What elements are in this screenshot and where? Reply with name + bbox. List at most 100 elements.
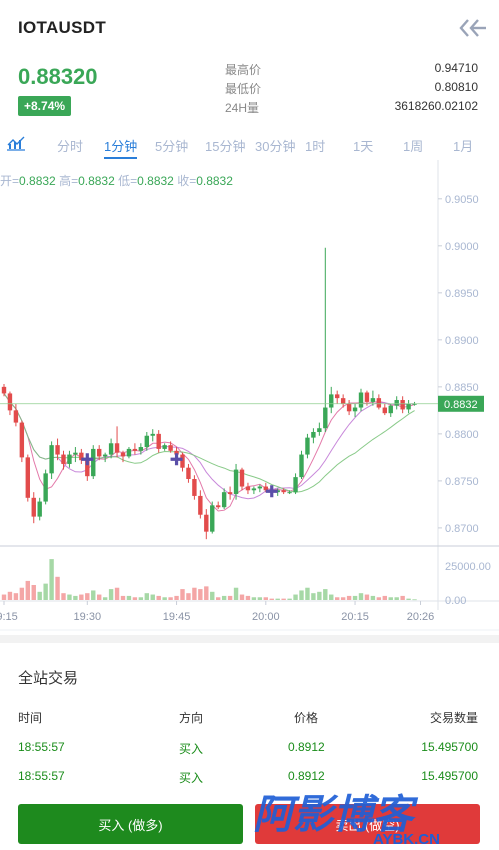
volume-bar bbox=[73, 595, 78, 600]
volume-bar bbox=[293, 594, 298, 600]
candle-body bbox=[102, 454, 108, 457]
volume-bar bbox=[162, 597, 167, 600]
volume-bar bbox=[216, 597, 221, 600]
volume-bar bbox=[61, 593, 66, 600]
volume-bar bbox=[19, 587, 25, 600]
candle-body bbox=[370, 398, 376, 402]
sell-short-button[interactable]: 卖出 (做空) bbox=[255, 804, 480, 844]
candle-body bbox=[144, 435, 149, 448]
volume-bar bbox=[281, 598, 286, 600]
tab-1min[interactable]: 1分钟 bbox=[104, 136, 138, 159]
volume-bar bbox=[364, 594, 370, 600]
candle-body bbox=[91, 448, 96, 477]
candle-body bbox=[293, 477, 298, 493]
volume-bar bbox=[299, 590, 304, 600]
stat-low-value: 0.80810 bbox=[434, 80, 478, 94]
candlestick-chart-icon[interactable] bbox=[6, 135, 26, 151]
trades-header-amount: 交易数量 bbox=[429, 711, 478, 725]
candle-body bbox=[394, 400, 399, 406]
ohlc-low: 0.8832 bbox=[137, 174, 174, 188]
volume-bar bbox=[263, 597, 268, 600]
volume-bar bbox=[7, 591, 13, 600]
ohlc-readout: 开=0.8832 高=0.8832 低=0.8832 收=0.8832 bbox=[0, 172, 233, 189]
candle-body bbox=[31, 497, 36, 517]
volume-bar bbox=[114, 587, 120, 600]
stat-volume-value: 3618260.02102 bbox=[394, 99, 478, 113]
trade-row-price: 0.8912 bbox=[288, 740, 325, 754]
candle-body bbox=[108, 443, 114, 455]
candle-body bbox=[150, 433, 155, 436]
price-tick-label: 0.8750 bbox=[445, 476, 479, 488]
volume-bar bbox=[287, 598, 292, 600]
trades-header-time: 时间 bbox=[18, 711, 43, 725]
volume-bar bbox=[156, 595, 161, 600]
candle-body bbox=[388, 405, 393, 414]
volume-bar bbox=[102, 597, 108, 600]
candle-body bbox=[406, 403, 411, 410]
volume-bar bbox=[406, 598, 411, 600]
double-chevron-left-icon[interactable] bbox=[458, 16, 488, 40]
volume-bar bbox=[251, 597, 257, 600]
volume-bar bbox=[412, 599, 417, 601]
ma20-line bbox=[3, 393, 415, 493]
volume-bar bbox=[31, 585, 36, 600]
candle-body bbox=[287, 492, 292, 494]
candle-body bbox=[186, 467, 191, 480]
trade-row-direction: 买入 bbox=[179, 742, 204, 756]
volume-bar bbox=[13, 593, 19, 600]
volume-bar bbox=[144, 593, 149, 600]
candle-body bbox=[346, 403, 352, 412]
candle-body bbox=[61, 454, 66, 464]
candle-body bbox=[174, 450, 179, 455]
volume-tick-label: 0.00 bbox=[445, 595, 466, 607]
tab-15min[interactable]: 15分钟 bbox=[205, 139, 246, 154]
candle-body bbox=[73, 452, 78, 455]
ohlc-close-label: 收= bbox=[177, 174, 197, 188]
volume-bar bbox=[174, 595, 179, 600]
candle-body bbox=[233, 469, 239, 495]
current-price-label: 0.8832 bbox=[444, 399, 478, 411]
volume-bar bbox=[79, 594, 84, 600]
volume-bar bbox=[370, 595, 376, 600]
trade-row-time: 18:55:57 bbox=[18, 740, 65, 754]
ohlc-open-label: 开= bbox=[0, 174, 20, 188]
tab-1week[interactable]: 1周 bbox=[403, 139, 424, 154]
time-tick-label: 19:15 bbox=[0, 611, 18, 623]
candle-body bbox=[114, 443, 120, 453]
price-tick-label: 0.8900 bbox=[445, 335, 479, 347]
tab-1month[interactable]: 1月 bbox=[453, 139, 474, 154]
tab-30min[interactable]: 30分钟 bbox=[255, 139, 296, 154]
trade-marker-icon bbox=[81, 453, 94, 466]
volume-bar bbox=[85, 593, 90, 600]
volume-bar bbox=[245, 595, 251, 600]
volume-bar bbox=[358, 593, 364, 600]
candle-body bbox=[263, 486, 268, 491]
candle-body bbox=[55, 445, 60, 455]
buy-long-button[interactable]: 买入 (做多) bbox=[18, 804, 243, 844]
volume-bar bbox=[37, 591, 42, 600]
volume-bar bbox=[204, 586, 209, 600]
tab-5min[interactable]: 5分钟 bbox=[155, 139, 189, 154]
ohlc-high: 0.8832 bbox=[78, 174, 115, 188]
volume-bar bbox=[210, 591, 215, 600]
trades-header-direction: 方向 bbox=[179, 711, 204, 725]
volume-bar bbox=[323, 589, 328, 600]
candle-body bbox=[168, 445, 173, 451]
volume-bar bbox=[352, 595, 358, 600]
volume-bar bbox=[311, 593, 316, 600]
trades-title: 全站交易 bbox=[18, 670, 79, 687]
trade-marker-icon bbox=[170, 453, 183, 466]
tab-time-share[interactable]: 分时 bbox=[57, 139, 84, 154]
volume-bar bbox=[346, 595, 352, 600]
watermark-logo: 阿影博客 AYBK.CN bbox=[253, 792, 440, 848]
tab-1hour[interactable]: 1时 bbox=[305, 139, 326, 154]
tab-1day[interactable]: 1天 bbox=[353, 139, 374, 154]
kline-chart[interactable]: 0.9050 0.9000 0.8950 0.8900 0.8850 0.8800 0.87… bbox=[0, 160, 499, 632]
candle-body bbox=[204, 514, 209, 532]
candle-body bbox=[138, 447, 144, 451]
volume-bar bbox=[1, 594, 7, 600]
volume-bar bbox=[394, 597, 399, 600]
last-price: 0.88320 bbox=[18, 64, 98, 89]
candle-body bbox=[132, 448, 138, 451]
volume-bar bbox=[233, 587, 239, 600]
